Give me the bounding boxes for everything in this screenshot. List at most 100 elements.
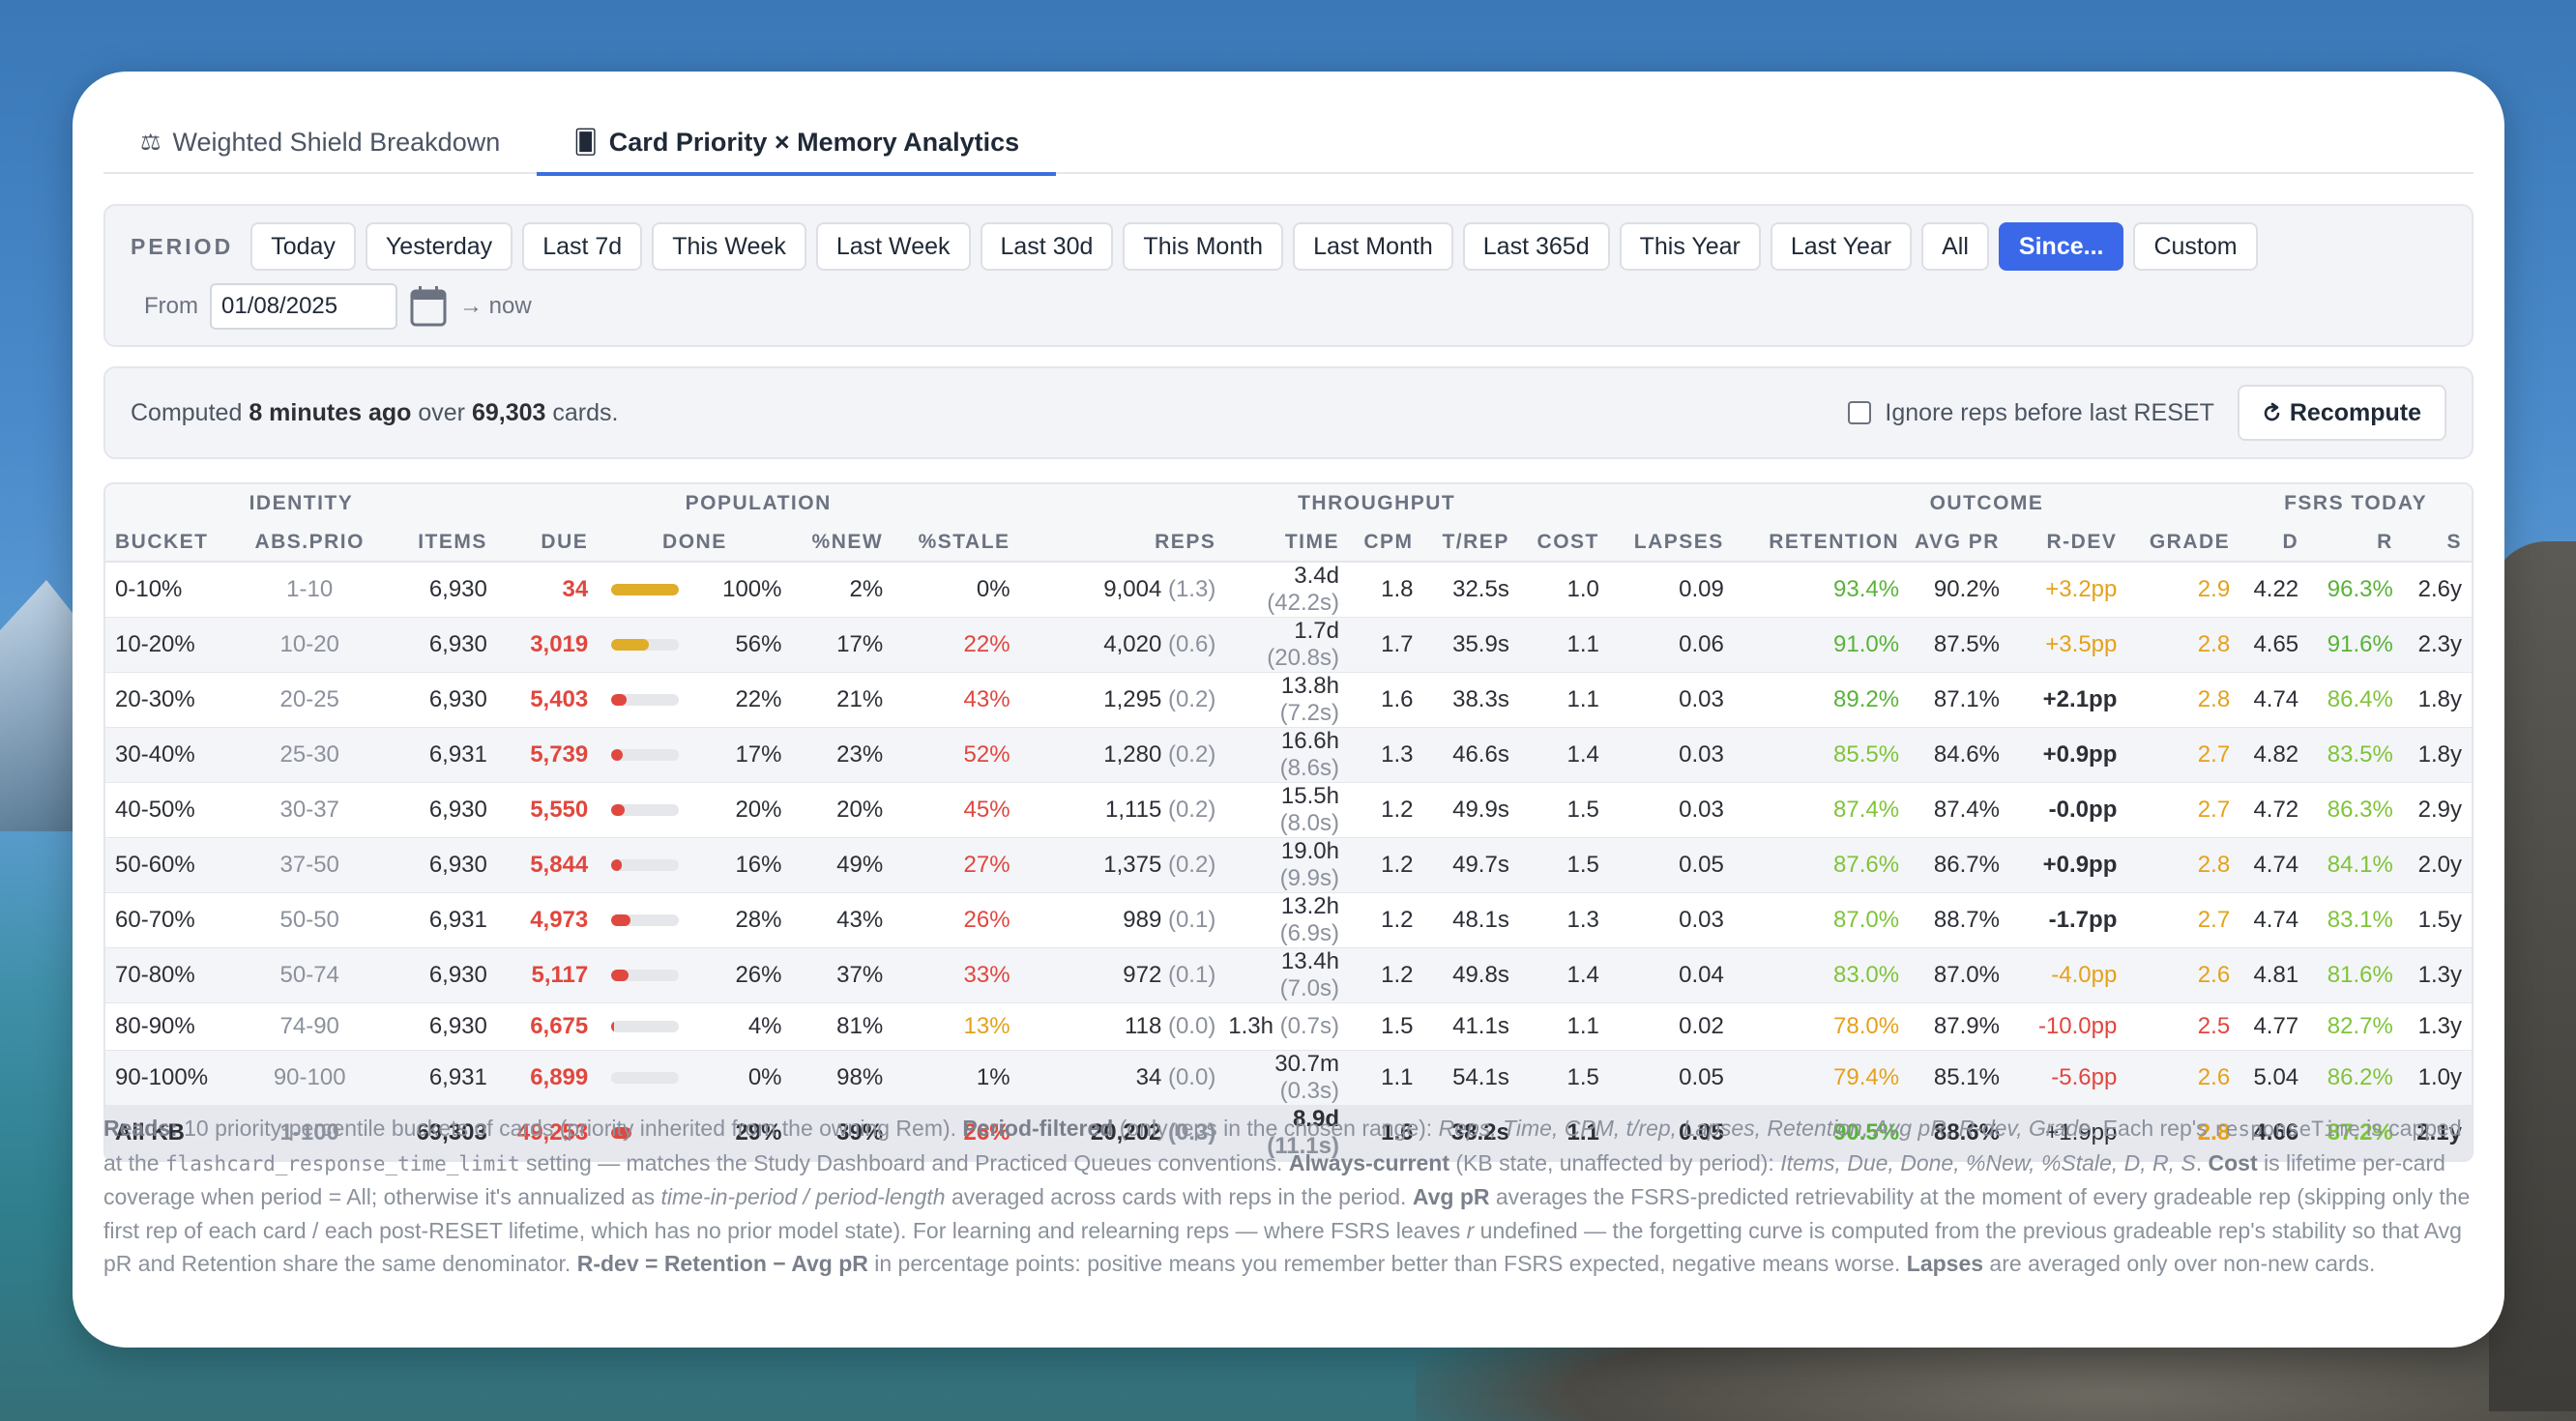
tab-card-priority[interactable]: 🂠 Card Priority × Memory Analytics xyxy=(537,110,1057,176)
column-header[interactable]: D xyxy=(2239,523,2309,563)
period-option-button[interactable]: Last 30d xyxy=(980,222,1114,271)
column-header[interactable]: LAPSES xyxy=(1608,523,1734,563)
done-progress-fill xyxy=(611,914,630,926)
column-header[interactable]: RETENTION xyxy=(1733,523,1910,563)
time-cell: 16.6h (8.6s) xyxy=(1225,727,1349,783)
recompute-label: Recompute xyxy=(2289,398,2421,426)
period-option-button[interactable]: All xyxy=(1921,222,1989,271)
reps-per-card: (0.2) xyxy=(1167,852,1216,878)
column-header[interactable]: R-DEV xyxy=(2008,523,2127,563)
tab-weighted-shield[interactable]: ⚖ Weighted Shield Breakdown xyxy=(103,110,537,174)
time-value: 16.6h xyxy=(1280,728,1339,754)
period-option-button[interactable]: Last Year xyxy=(1770,222,1913,271)
period-option-button[interactable]: Custom xyxy=(2133,222,2258,271)
column-header[interactable]: DUE xyxy=(496,523,599,563)
done-progress-bar xyxy=(611,1127,680,1140)
table-row[interactable]: 40-50% 30-37 6,930 5,550 20% 20% 45% 1,115 (0.2… xyxy=(105,782,2472,838)
cpm-cell: 1.7 xyxy=(1348,617,1423,673)
items-cell: 69,303 xyxy=(378,1105,497,1161)
period-option-button[interactable]: Last Month xyxy=(1293,222,1453,271)
time-cell: 3.4d (42.2s) xyxy=(1225,562,1349,618)
tab-label: Weighted Shield Breakdown xyxy=(172,127,501,157)
calendar-icon[interactable] xyxy=(409,285,448,328)
due-cell: 5,844 xyxy=(496,837,599,893)
table-row[interactable]: 90-100% 90-100 6,931 6,899 0% 98% 1% 34 (0.0) 30… xyxy=(105,1050,2472,1107)
time-cell: 13.2h (6.9s) xyxy=(1225,892,1349,948)
period-option-button[interactable]: Today xyxy=(250,222,356,271)
column-header[interactable]: TIME xyxy=(1225,523,1349,563)
due-cell: 6,899 xyxy=(496,1050,599,1107)
table-row[interactable]: 60-70% 50-50 6,931 4,973 28% 43% 26% 989 (0.1) 1… xyxy=(105,892,2472,948)
period-option-button[interactable]: This Year xyxy=(1619,222,1761,271)
items-cell: 6,930 xyxy=(378,947,497,1003)
bucket-cell: 30-40% xyxy=(105,727,242,783)
table-row[interactable]: 80-90% 74-90 6,930 6,675 4% 81% 13% 118 (0.0) 1.… xyxy=(105,1002,2472,1052)
column-header[interactable]: R xyxy=(2308,523,2403,563)
pct-stale-cell: 1% xyxy=(893,1050,1020,1107)
grade-cell: 2.7 xyxy=(2126,727,2240,783)
due-cell: 34 xyxy=(496,562,599,618)
table-row[interactable]: 70-80% 50-74 6,930 5,117 26% 37% 33% 972 (0.1) 1… xyxy=(105,947,2472,1003)
column-header[interactable]: ABS.PRIO xyxy=(241,523,379,563)
column-header[interactable]: REPS xyxy=(1019,523,1226,563)
done-progress-bar xyxy=(611,1072,680,1085)
column-header[interactable]: COST xyxy=(1518,523,1609,563)
period-option-button[interactable]: Last 7d xyxy=(522,222,643,271)
column-header[interactable]: BUCKET xyxy=(105,523,242,563)
period-option-button[interactable]: This Month xyxy=(1123,222,1284,271)
column-header[interactable]: ITEMS xyxy=(378,523,497,563)
computed-suffix: cards. xyxy=(552,398,619,426)
column-header[interactable]: GRADE xyxy=(2126,523,2240,563)
ignore-reset-toggle[interactable]: Ignore reps before last RESET xyxy=(1848,399,2214,427)
bucket-cell: 20-30% xyxy=(105,672,242,728)
fsrs-s-cell: 1.0y xyxy=(2402,1050,2472,1107)
done-progress-bar xyxy=(611,694,680,706)
column-header[interactable]: %STALE xyxy=(893,523,1020,563)
time-per-card: (20.8s) xyxy=(1267,645,1339,671)
table-row[interactable]: 10-20% 10-20 6,930 3,019 56% 17% 22% 4,020 (0.6… xyxy=(105,617,2472,673)
period-option-button[interactable]: Last Week xyxy=(815,222,971,271)
column-header[interactable]: %NEW xyxy=(791,523,893,563)
avg-pr-cell: 85.1% xyxy=(1909,1050,2009,1107)
column-header[interactable]: DONE xyxy=(598,523,792,563)
pct-new-cell: 98% xyxy=(791,1050,893,1107)
pct-stale-cell: 26% xyxy=(893,1105,1020,1161)
table-row[interactable]: 50-60% 37-50 6,930 5,844 16% 49% 27% 1,375 (0.2… xyxy=(105,837,2472,893)
lapses-cell: 0.06 xyxy=(1608,617,1734,673)
ignore-reset-checkbox[interactable] xyxy=(1848,401,1872,424)
time-value: 30.7m xyxy=(1274,1051,1339,1078)
period-option-button[interactable]: Yesterday xyxy=(365,222,513,271)
table-total-row[interactable]: All KB 1-100 69,303 49,253 29% 39% 26% 20,202 (… xyxy=(105,1105,2472,1161)
fsrs-s-cell: 2.1y xyxy=(2402,1105,2472,1161)
column-header[interactable]: AVG PR xyxy=(1909,523,2009,563)
done-value: 17% xyxy=(735,741,782,768)
period-option-button[interactable]: Last 365d xyxy=(1462,222,1610,271)
from-date-input[interactable]: 01/08/2025 xyxy=(210,283,397,330)
recompute-button[interactable]: Recompute xyxy=(2237,385,2446,441)
grade-cell: 2.9 xyxy=(2126,562,2240,618)
fsrs-s-cell: 1.3y xyxy=(2402,947,2472,1003)
lapses-cell: 0.02 xyxy=(1608,1002,1734,1052)
column-header[interactable]: T/REP xyxy=(1422,523,1519,563)
table-row[interactable]: 0-10% 1-10 6,930 34 100% 2% 0% 9,004 (1.3) 3.4d … xyxy=(105,562,2472,618)
fn-avg-pr: Avg pR xyxy=(1412,1184,1490,1209)
column-header[interactable]: S xyxy=(2402,523,2472,563)
due-cell: 49,253 xyxy=(496,1105,599,1161)
period-row: PERIOD Today Yesterday Last 7d This Week Las… xyxy=(131,221,2446,272)
retention-cell: 79.4% xyxy=(1733,1050,1910,1107)
time-value: 19.0h xyxy=(1280,838,1339,864)
table-row[interactable]: 30-40% 25-30 6,931 5,739 17% 23% 52% 1,280 (0.2… xyxy=(105,727,2472,783)
period-option-button[interactable]: This Week xyxy=(652,222,806,271)
period-option-button[interactable]: Since... xyxy=(1998,222,2124,271)
fn-italic: r xyxy=(1466,1217,1475,1243)
time-cell: 13.4h (7.0s) xyxy=(1225,947,1349,1003)
fsrs-d-cell: 4.66 xyxy=(2239,1105,2309,1161)
column-header[interactable]: CPM xyxy=(1348,523,1423,563)
due-cell: 3,019 xyxy=(496,617,599,673)
table-row[interactable]: 20-30% 20-25 6,930 5,403 22% 21% 43% 1,295 (0.2… xyxy=(105,672,2472,728)
items-cell: 6,930 xyxy=(378,782,497,838)
avg-pr-cell: 87.9% xyxy=(1909,1002,2009,1052)
reps-cell: 118 (0.0) xyxy=(1019,1002,1226,1052)
group-throughput: THROUGHPUT xyxy=(1019,484,1734,523)
reps-per-card: (0.0) xyxy=(1167,1064,1216,1091)
